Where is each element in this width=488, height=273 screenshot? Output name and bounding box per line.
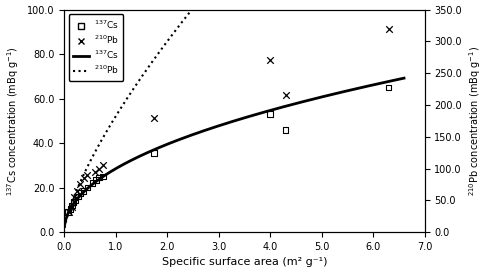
Point bbox=[95, 166, 103, 171]
Point bbox=[92, 178, 100, 182]
Point bbox=[76, 182, 83, 187]
Point bbox=[265, 112, 273, 116]
Point bbox=[80, 189, 87, 193]
Point bbox=[80, 176, 87, 180]
Point bbox=[95, 176, 103, 180]
Point bbox=[91, 170, 99, 174]
Legend: $^{137}$Cs, $^{210}$Pb, $^{137}$Cs, $^{210}$Pb: $^{137}$Cs, $^{210}$Pb, $^{137}$Cs, $^{2… bbox=[68, 14, 123, 81]
Point bbox=[73, 189, 81, 193]
Point bbox=[99, 163, 106, 168]
Point bbox=[88, 181, 96, 185]
Point bbox=[265, 58, 273, 63]
Point bbox=[64, 210, 72, 214]
Y-axis label: $^{137}$Cs concentration (mBq g$^{-1}$): $^{137}$Cs concentration (mBq g$^{-1}$) bbox=[5, 46, 21, 196]
Point bbox=[68, 204, 76, 209]
Point bbox=[384, 26, 392, 31]
Point bbox=[281, 127, 289, 132]
Point bbox=[69, 200, 77, 204]
X-axis label: Specific surface area (m² g⁻¹): Specific surface area (m² g⁻¹) bbox=[162, 257, 326, 268]
Point bbox=[71, 198, 79, 202]
Point bbox=[65, 210, 73, 214]
Point bbox=[74, 194, 82, 199]
Point bbox=[281, 93, 289, 98]
Point bbox=[150, 151, 158, 155]
Point bbox=[70, 195, 78, 199]
Point bbox=[99, 174, 106, 179]
Point bbox=[77, 191, 84, 195]
Point bbox=[150, 115, 158, 120]
Point bbox=[83, 173, 91, 177]
Point bbox=[68, 203, 76, 208]
Point bbox=[66, 207, 74, 211]
Point bbox=[384, 85, 392, 90]
Point bbox=[83, 185, 91, 190]
Y-axis label: $^{210}$Pb concentration (mBq g$^{-1}$): $^{210}$Pb concentration (mBq g$^{-1}$) bbox=[467, 46, 483, 196]
